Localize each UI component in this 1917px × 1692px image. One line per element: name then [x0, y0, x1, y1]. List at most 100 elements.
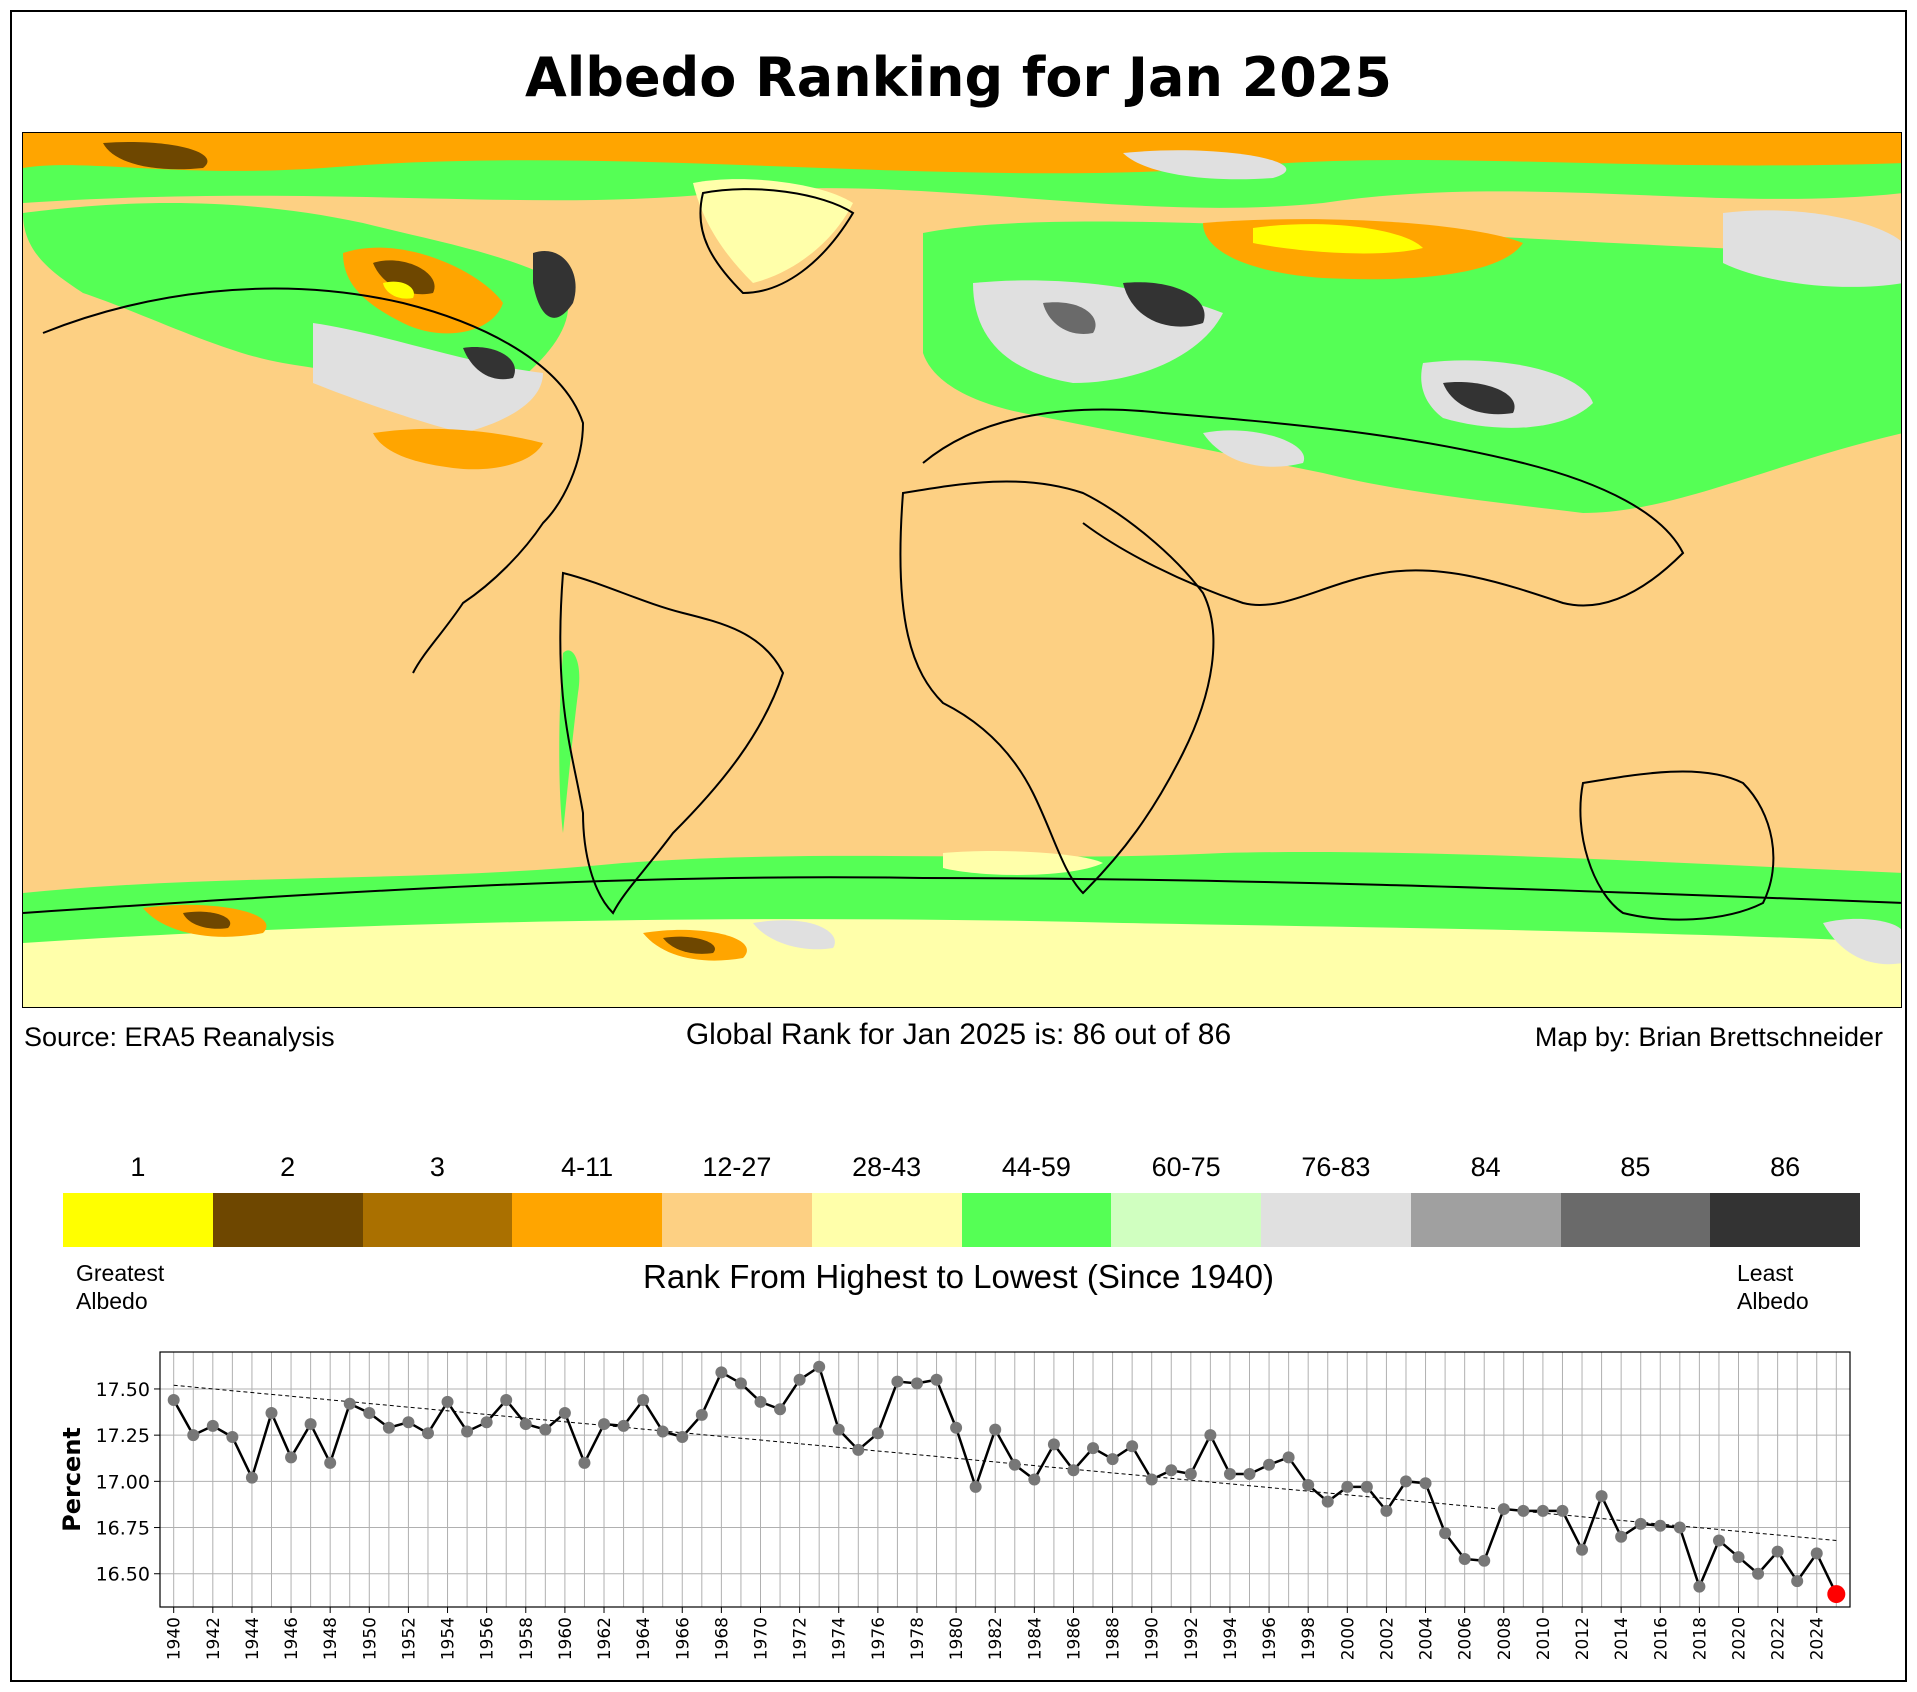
x-tick-label: 1986	[1064, 1617, 1084, 1660]
x-tick-label: 1956	[478, 1617, 498, 1660]
data-point	[1126, 1440, 1139, 1453]
x-tick-label: 1980	[947, 1617, 967, 1660]
data-point	[1458, 1552, 1471, 1565]
data-point	[734, 1377, 747, 1390]
x-tick-label: 1952	[399, 1617, 419, 1660]
x-tick-label: 2012	[1573, 1617, 1593, 1660]
colorbar-bin-label: 86	[1770, 1152, 1801, 1182]
data-point	[1673, 1521, 1686, 1534]
data-point	[1771, 1545, 1784, 1558]
y-tick-label: 17.00	[96, 1471, 150, 1493]
data-point	[774, 1403, 787, 1416]
colorbar-swatch	[811, 1193, 962, 1247]
data-point	[206, 1419, 219, 1432]
data-point	[1634, 1517, 1647, 1530]
data-point	[402, 1416, 415, 1429]
x-tick-label: 2000	[1338, 1617, 1358, 1660]
colorbar-bin-label: 12-27	[702, 1152, 772, 1182]
data-point	[1008, 1458, 1021, 1471]
x-tick-label: 2002	[1377, 1617, 1397, 1660]
colorbar-swatch	[1410, 1193, 1561, 1247]
data-point	[519, 1418, 532, 1431]
data-point	[441, 1395, 454, 1408]
data-point	[1693, 1580, 1706, 1593]
source-label: Source: ERA5 Reanalysis	[24, 1022, 335, 1052]
x-tick-label: 2010	[1534, 1617, 1554, 1660]
data-point	[1595, 1490, 1608, 1503]
colorbar-bin-label: 4-11	[561, 1152, 614, 1182]
x-tick-label: 2020	[1730, 1617, 1750, 1660]
x-tick-label: 1996	[1260, 1617, 1280, 1660]
credit-label: Map by: Brian Brettschneider	[1534, 1022, 1883, 1052]
data-point	[1556, 1504, 1569, 1517]
x-tick-label: 1942	[204, 1617, 224, 1660]
data-point	[1536, 1504, 1549, 1517]
data-point	[1576, 1543, 1589, 1556]
x-tick-label: 1964	[634, 1617, 654, 1660]
x-tick-label: 2024	[1808, 1617, 1828, 1660]
data-point	[989, 1423, 1002, 1436]
x-tick-label: 2018	[1690, 1617, 1710, 1660]
colorbar-swatch	[662, 1193, 812, 1247]
data-point	[1282, 1451, 1295, 1464]
x-tick-label: 1946	[282, 1617, 302, 1660]
data-point	[421, 1427, 434, 1440]
colorbar-swatch	[212, 1193, 363, 1247]
data-point	[1615, 1530, 1628, 1543]
data-point	[558, 1406, 571, 1419]
world-map	[22, 132, 1902, 1008]
x-tick-label: 2016	[1651, 1617, 1671, 1660]
data-point	[1028, 1473, 1041, 1486]
data-point	[1732, 1551, 1745, 1564]
figure-frame	[10, 10, 1907, 1682]
data-point	[910, 1377, 923, 1390]
data-point	[265, 1406, 278, 1419]
colorbar-bin-label: 85	[1620, 1152, 1651, 1182]
data-point	[1380, 1504, 1393, 1517]
data-point	[578, 1456, 591, 1469]
data-point	[304, 1418, 317, 1431]
colorbar-swatch	[961, 1193, 1112, 1247]
data-point	[1439, 1527, 1452, 1540]
data-point	[500, 1394, 513, 1407]
data-point	[343, 1397, 356, 1410]
data-point	[1047, 1438, 1060, 1451]
data-point	[1087, 1442, 1100, 1455]
data-point	[480, 1416, 493, 1429]
series-line	[172, 1364, 1838, 1595]
x-tick-label: 1944	[243, 1617, 263, 1660]
colorbar-bin-label: 44-59	[1001, 1152, 1071, 1182]
data-point	[950, 1421, 963, 1434]
x-tick-label: 1966	[673, 1617, 693, 1660]
trend-line	[173, 1384, 1837, 1541]
data-point	[285, 1451, 298, 1464]
data-point	[1478, 1554, 1491, 1567]
colorbar-swatch	[1710, 1193, 1860, 1247]
x-tick-label: 1962	[595, 1617, 615, 1660]
colorbar-caption: Rank From Highest to Lowest (Since 1940)	[643, 1258, 1274, 1295]
data-point	[1106, 1453, 1119, 1466]
colorbar	[63, 1193, 1860, 1247]
albedo-rank-map	[23, 133, 1901, 1007]
data-point	[1810, 1547, 1823, 1560]
x-tick-label: 1976	[869, 1617, 889, 1660]
page-title: Albedo Ranking for Jan 2025	[524, 46, 1392, 109]
data-point	[1067, 1464, 1080, 1477]
global-rank-label: Global Rank for Jan 2025 is: 86 out of 8…	[685, 1018, 1232, 1051]
data-point	[656, 1425, 669, 1438]
colorbar-bin-label: 2	[280, 1152, 296, 1182]
x-tick-label: 1982	[986, 1617, 1006, 1660]
colorbar-left-end-label: Greatest Albedo	[76, 1259, 164, 1315]
data-point	[1204, 1429, 1217, 1442]
colorbar-bin-label: 84	[1470, 1152, 1501, 1182]
data-point	[891, 1375, 904, 1388]
data-point	[539, 1423, 552, 1436]
x-tick-label: 1992	[1182, 1617, 1202, 1660]
x-tick-label: 1990	[1143, 1617, 1163, 1660]
x-tick-label: 1948	[321, 1617, 341, 1660]
colorbar-swatch	[512, 1193, 662, 1247]
colorbar-swatch	[1111, 1193, 1261, 1247]
data-point	[1165, 1464, 1178, 1477]
colorbar-swatch	[1560, 1193, 1711, 1247]
x-tick-label: 1998	[1299, 1617, 1319, 1660]
